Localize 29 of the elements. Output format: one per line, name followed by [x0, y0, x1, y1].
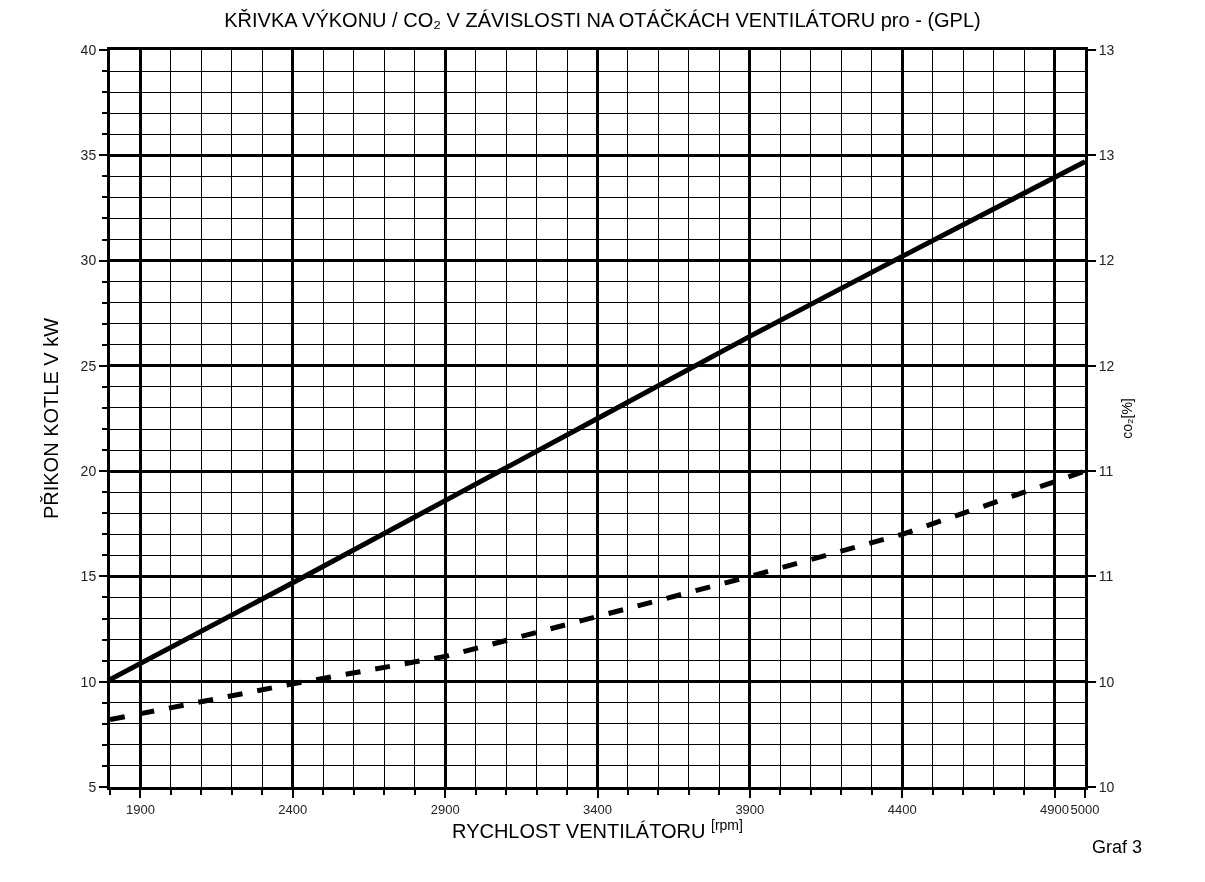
y2-tick-label: 11	[1098, 568, 1114, 585]
y2-tick-label: 10	[1098, 673, 1115, 690]
x-tick-label: 5000	[1070, 801, 1100, 817]
y2-tick-label: 12	[1098, 252, 1115, 269]
y2-tick-label: 13	[1098, 41, 1115, 58]
chart-title: KŘIVKA VÝKONU / CO₂ V ZÁVISLOSTI NA OTÁČKÁCH VENTILÁTORU pro - (GPL)	[224, 9, 981, 32]
x-tick-label: 2400	[278, 801, 308, 817]
x-tick-label: 1900	[126, 801, 155, 817]
y-tick-label: 10	[80, 673, 97, 690]
x-tick-label: 2900	[430, 801, 460, 817]
y-tick-label: 5	[88, 778, 97, 795]
y2-tick-label: 12	[1098, 357, 1115, 374]
y2-tick-label: 11	[1098, 463, 1114, 480]
text: Graf 3	[1092, 837, 1143, 857]
y-tick-label: 30	[80, 252, 97, 269]
y-axis-title: PŘIKON KOTLE V kW	[40, 317, 62, 520]
x-tick-label: 3900	[735, 801, 765, 817]
x-tick-label: 4900	[1040, 801, 1069, 817]
y-tick-label: 20	[80, 463, 97, 480]
y2-tick-label: 13	[1098, 147, 1115, 164]
y-tick-label: 15	[80, 568, 97, 585]
y2-tick-label: 10	[1098, 778, 1115, 795]
y-tick-label: 35	[80, 147, 97, 164]
y-tick-label: 40	[80, 41, 97, 58]
y-tick-label: 25	[80, 357, 97, 374]
y2-axis-title: co₂[%]	[1119, 398, 1135, 439]
x-tick-label: 3400	[583, 801, 612, 817]
x-tick-label: 4400	[887, 801, 917, 817]
x-axis-title: RYCHLOST VENTILÁTORU $^{[rpm]}$	[452, 816, 743, 842]
